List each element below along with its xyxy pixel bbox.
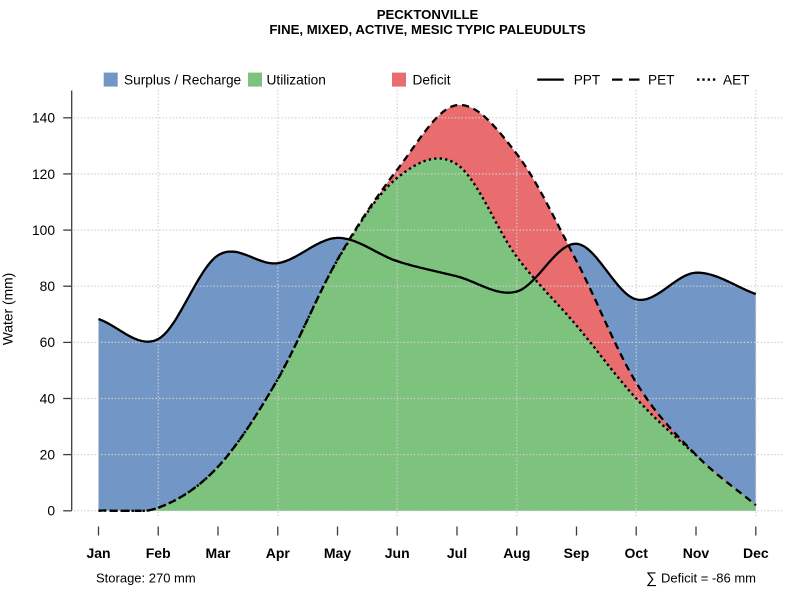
svg-text:100: 100 bbox=[32, 223, 55, 238]
svg-text:Dec: Dec bbox=[743, 545, 769, 561]
svg-text:PECKTONVILLE: PECKTONVILLE bbox=[377, 7, 479, 22]
svg-text:140: 140 bbox=[32, 111, 55, 126]
svg-text:PET: PET bbox=[648, 72, 674, 87]
svg-text:Deficit = -86 mm: Deficit = -86 mm bbox=[661, 571, 756, 586]
svg-text:Utilization: Utilization bbox=[267, 72, 326, 87]
svg-text:∑: ∑ bbox=[646, 570, 657, 587]
svg-text:Sep: Sep bbox=[564, 545, 590, 561]
svg-text:Surplus / Recharge: Surplus / Recharge bbox=[124, 72, 241, 87]
svg-text:May: May bbox=[324, 545, 351, 561]
svg-text:120: 120 bbox=[32, 167, 55, 182]
svg-text:AET: AET bbox=[723, 72, 749, 87]
svg-text:FINE, MIXED, ACTIVE, MESIC TYP: FINE, MIXED, ACTIVE, MESIC TYPIC PALEUDU… bbox=[269, 22, 585, 37]
svg-text:Deficit: Deficit bbox=[413, 72, 451, 87]
svg-text:Feb: Feb bbox=[146, 545, 171, 561]
svg-text:0: 0 bbox=[47, 504, 55, 519]
svg-text:Mar: Mar bbox=[206, 545, 231, 561]
svg-text:Jan: Jan bbox=[86, 545, 110, 561]
svg-text:PPT: PPT bbox=[574, 72, 600, 87]
svg-text:Water (mm): Water (mm) bbox=[0, 273, 15, 345]
svg-text:Apr: Apr bbox=[266, 545, 291, 561]
svg-text:20: 20 bbox=[40, 448, 56, 463]
svg-text:Oct: Oct bbox=[625, 545, 649, 561]
svg-text:Nov: Nov bbox=[683, 545, 710, 561]
svg-text:Aug: Aug bbox=[503, 545, 530, 561]
svg-text:Jul: Jul bbox=[447, 545, 467, 561]
svg-text:60: 60 bbox=[40, 335, 56, 350]
svg-text:Jun: Jun bbox=[385, 545, 410, 561]
svg-text:80: 80 bbox=[40, 279, 56, 294]
svg-text:40: 40 bbox=[40, 391, 56, 406]
svg-text:Storage: 270 mm: Storage: 270 mm bbox=[96, 571, 196, 586]
